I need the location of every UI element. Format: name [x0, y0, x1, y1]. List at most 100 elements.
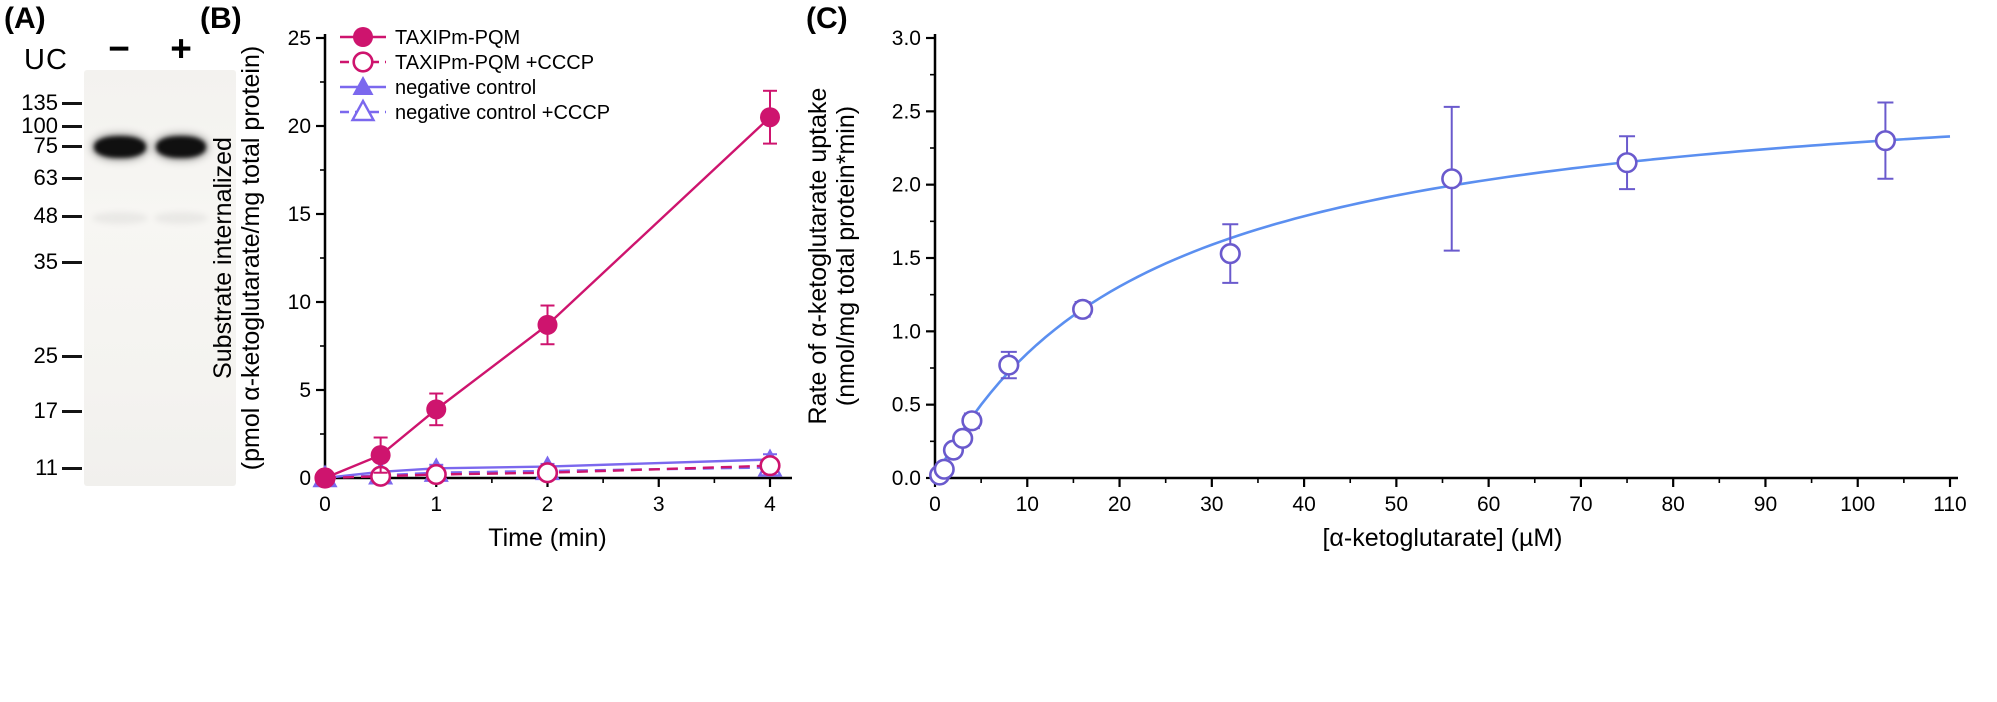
mw-marker-label: 35: [33, 249, 58, 274]
x-tick-label: 2: [542, 493, 554, 516]
mw-marker-row: 48: [0, 202, 84, 230]
marker-circle-filled: [426, 399, 447, 420]
marker-circle-filled: [537, 314, 558, 335]
x-axis-label: [α-ketoglutarate] (µM): [1322, 524, 1562, 552]
marker-circle-open: [952, 427, 974, 450]
blot-membrane: [84, 70, 236, 486]
mw-marker-label: 135: [21, 90, 58, 115]
x-tick-label: 1: [430, 493, 442, 516]
legend-label: TAXIPm-PQM: [395, 27, 520, 49]
fit-and-points: [929, 101, 1951, 486]
marker-circle-open: [961, 410, 983, 432]
x-tick-label: 90: [1754, 493, 1777, 516]
lane-plus-label: +: [170, 28, 192, 69]
marker-circle-open: [998, 354, 1020, 376]
mw-marker-label: 75: [33, 133, 58, 158]
series-line: [324, 116, 771, 480]
marker-circle-filled: [370, 445, 391, 466]
marker-circle-open: [1072, 298, 1094, 320]
mw-marker-label: 17: [33, 398, 58, 423]
y-axis-label-line2: (nmol/mg total protein*min): [832, 106, 860, 406]
mw-marker-tick: [62, 355, 82, 358]
x-tick-label: 100: [1840, 493, 1875, 516]
blot-band-minus-lane: [94, 136, 146, 158]
mw-marker-row: 63: [0, 164, 84, 192]
western-blot-panel: UC − + 135 100 75 63 48 35 25 17 11: [0, 0, 270, 702]
y-tick-label: 0: [299, 467, 311, 490]
mw-marker-tick: [62, 467, 82, 470]
mw-marker-label: 25: [33, 343, 58, 368]
panel-b-chart: 0 1 2 3 4 0 5 10 15 20 25 Time (min) Substrate inter…: [209, 27, 792, 552]
uc-label: UC: [24, 44, 68, 76]
marker-triangle-open: [350, 98, 376, 122]
x-tick-label: 40: [1292, 493, 1315, 516]
mw-marker-tick: [62, 215, 82, 218]
marker-circle-open: [1441, 168, 1463, 190]
marker-circle-open: [536, 462, 559, 484]
y-axis-label-line1: Rate of α-ketoglutarate uptake: [804, 88, 832, 425]
legend-label: negative control +CCCP: [395, 102, 610, 124]
y-axis-label-line1: Substrate internalized: [209, 137, 237, 379]
y-tick-label: 3.0: [892, 27, 921, 50]
blot-faint-band: [154, 212, 208, 224]
legend: TAXIPm-PQM TAXIPm-PQM +CCCP negative contr…: [340, 27, 610, 124]
lane-minus-label: −: [108, 28, 130, 69]
mw-marker-row: 11: [0, 454, 84, 482]
marker-circle-open: [933, 458, 955, 480]
marker-circle-filled: [315, 468, 335, 488]
panel-c-label: (C): [806, 2, 848, 35]
x-tick-label: 110: [1933, 493, 1966, 516]
marker-triangle-filled: [352, 76, 374, 95]
mw-marker-tick: [62, 177, 82, 180]
marker-circle-filled: [760, 107, 780, 128]
x-tick-label: 20: [1108, 493, 1131, 516]
panel-b-label: (B): [200, 2, 242, 35]
y-tick-label: 1.5: [892, 247, 921, 270]
x-tick-label: 50: [1385, 493, 1408, 516]
mw-marker-label: 48: [33, 203, 58, 228]
marker-circle-open: [1874, 130, 1897, 152]
marker-circle-open: [1219, 243, 1241, 265]
x-tick-label: 3: [653, 493, 665, 516]
marker-circle-open: [759, 455, 781, 477]
blot-band-plus-lane: [156, 136, 206, 158]
axes: 0 1 2 3 4 0 5 10 15 20 25 Time (min) Substrate inter…: [209, 27, 792, 552]
blot-faint-band: [92, 212, 148, 224]
x-tick-label: 80: [1662, 493, 1685, 516]
mw-marker-tick: [62, 125, 82, 128]
mw-marker-row: 35: [0, 248, 84, 276]
mw-marker-tick: [62, 261, 82, 264]
marker-circle-open: [425, 463, 447, 486]
marker-circle-open: [352, 51, 374, 73]
legend-label: TAXIPm-PQM +CCCP: [395, 52, 594, 74]
x-tick-label: 30: [1200, 493, 1223, 516]
mw-marker-label: 63: [33, 165, 58, 190]
mw-marker-tick: [62, 102, 82, 105]
series-taxipm-pqm: [315, 89, 780, 488]
x-tick-label: 4: [764, 493, 776, 516]
mw-marker-row: 17: [0, 397, 84, 425]
mw-marker-row: 25: [0, 342, 84, 370]
panel-a-label: (A): [4, 2, 46, 35]
y-tick-label: 1.0: [892, 320, 921, 343]
y-tick-label: 0.5: [892, 394, 921, 417]
x-axis-label: Time (min): [488, 524, 607, 552]
marker-circle-open: [1616, 152, 1638, 174]
y-axis-label-line2: (pmol α-ketoglutarate/mg total protein): [237, 46, 265, 470]
y-tick-label: 20: [288, 115, 311, 138]
fit-curve: [933, 135, 1951, 479]
x-tick-label: 60: [1477, 493, 1500, 516]
mw-marker-row: 75: [0, 132, 84, 160]
mw-marker-tick: [62, 410, 82, 413]
legend-label: negative control: [395, 77, 536, 99]
panel-c-chart: 0 10 20 30 40 50 60 70 80 90 100 110 0.0 0.5 1.0 1.5 2.0…: [804, 27, 1967, 552]
marker-circle-filled: [353, 27, 373, 47]
x-tick-label: 10: [1016, 493, 1039, 516]
y-tick-label: 2.5: [892, 100, 921, 123]
mw-marker-row: 135: [0, 89, 84, 117]
y-tick-label: 25: [288, 27, 311, 50]
axes: 0 10 20 30 40 50 60 70 80 90 100 110 0.0 0.5 1.0 1.5 2.0…: [804, 27, 1967, 552]
mw-marker-label: 100: [21, 113, 58, 138]
x-tick-label: 70: [1569, 493, 1592, 516]
